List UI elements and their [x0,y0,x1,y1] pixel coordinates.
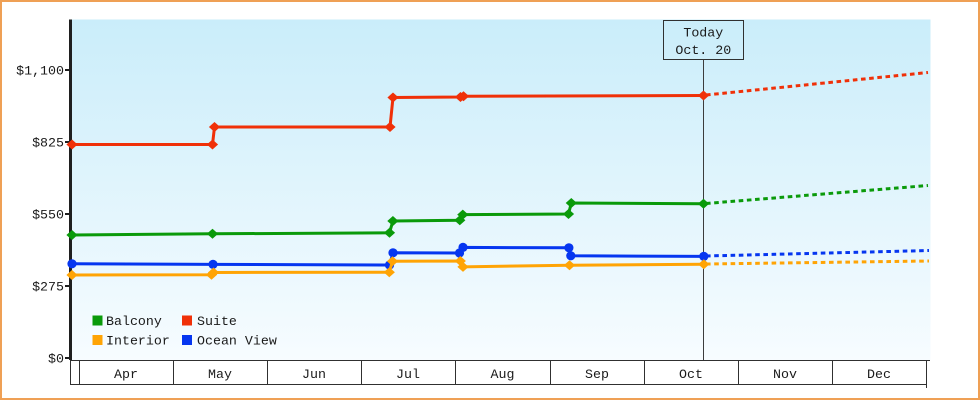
svg-text:$825: $825 [32,135,64,150]
svg-text:$1,100: $1,100 [16,63,64,78]
svg-text:Oct: Oct [679,367,703,382]
svg-text:Interior: Interior [106,333,170,348]
svg-text:$550: $550 [32,207,64,222]
svg-text:Dec: Dec [867,367,891,382]
svg-text:Balcony: Balcony [106,314,162,329]
svg-text:Jun: Jun [302,367,326,382]
svg-text:Today: Today [683,26,723,41]
svg-text:Sep: Sep [585,367,609,382]
svg-text:Nov: Nov [773,367,797,382]
svg-text:Jul: Jul [396,367,420,382]
svg-text:Apr: Apr [114,367,138,382]
svg-text:Ocean View: Ocean View [197,333,277,348]
svg-text:$275: $275 [32,279,64,294]
svg-text:$0: $0 [48,351,64,366]
svg-text:Suite: Suite [197,314,237,329]
svg-text:Oct. 20: Oct. 20 [675,43,731,58]
svg-text:May: May [208,367,232,382]
svg-text:Aug: Aug [491,367,515,382]
